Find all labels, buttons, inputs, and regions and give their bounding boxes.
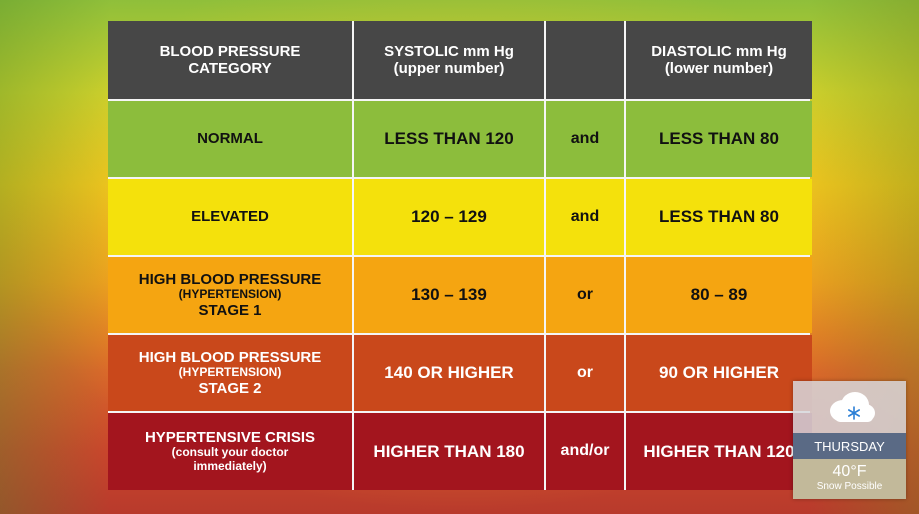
header-diastolic: DIASTOLIC mm Hg (lower number) [626,21,812,99]
category-stage2-line3: STAGE 2 [198,379,262,397]
systolic-normal: LESS THAN 120 [354,101,544,177]
category-stage1: HIGH BLOOD PRESSURE (HYPERTENSION) STAGE… [108,257,352,333]
header-diastolic-line1: DIASTOLIC mm Hg [651,42,787,60]
connector-stage2: or [546,335,624,411]
connector-normal: and [546,101,624,177]
category-stage2-line1: HIGH BLOOD PRESSURE [138,348,322,366]
weather-condition: Snow Possible [816,481,883,492]
connector-crisis: and/or [546,413,624,490]
header-systolic: SYSTOLIC mm Hg (upper number) [354,21,544,99]
header-systolic-line2: (upper number) [393,60,505,77]
category-elevated: ELEVATED [108,179,352,255]
snow-cloud-icon [793,381,906,433]
weather-bottom: 40°F Snow Possible [793,459,906,499]
header-systolic-line1: SYSTOLIC mm Hg [384,42,514,60]
weather-day: THURSDAY [793,433,906,459]
systolic-stage1: 130 – 139 [354,257,544,333]
weather-temperature: 40°F [832,463,867,480]
diastolic-stage1: 80 – 89 [626,257,812,333]
blood-pressure-table: BLOOD PRESSURE CATEGORY SYSTOLIC mm Hg (… [108,21,812,490]
systolic-elevated: 120 – 129 [354,179,544,255]
category-crisis: HYPERTENSIVE CRISIS (consult your doctor… [108,413,352,490]
category-stage2-line2: (HYPERTENSION) [178,365,282,380]
connector-elevated: and [546,179,624,255]
category-crisis-line2: (consult your doctor [171,445,289,460]
header-connector [546,21,624,99]
category-stage1-line1: HIGH BLOOD PRESSURE [138,270,322,288]
category-crisis-line3: immediately) [193,459,267,474]
header-category-line2: CATEGORY [188,60,272,77]
connector-stage1: or [546,257,624,333]
header-category-line1: BLOOD PRESSURE [159,42,301,60]
diastolic-crisis: HIGHER THAN 120 [626,413,812,490]
diastolic-stage2: 90 OR HIGHER [626,335,812,411]
header-diastolic-line2: (lower number) [664,60,774,77]
category-stage2: HIGH BLOOD PRESSURE (HYPERTENSION) STAGE… [108,335,352,411]
header-category: BLOOD PRESSURE CATEGORY [108,21,352,99]
weather-widget: THURSDAY 40°F Snow Possible [793,381,906,499]
systolic-crisis: HIGHER THAN 180 [354,413,544,490]
category-crisis-line1: HYPERTENSIVE CRISIS [144,429,316,447]
category-stage1-line2: (HYPERTENSION) [178,287,282,302]
systolic-stage2: 140 OR HIGHER [354,335,544,411]
diastolic-elevated: LESS THAN 80 [626,179,812,255]
category-normal: NORMAL [108,101,352,177]
diastolic-normal: LESS THAN 80 [626,101,812,177]
category-stage1-line3: STAGE 1 [198,301,262,319]
